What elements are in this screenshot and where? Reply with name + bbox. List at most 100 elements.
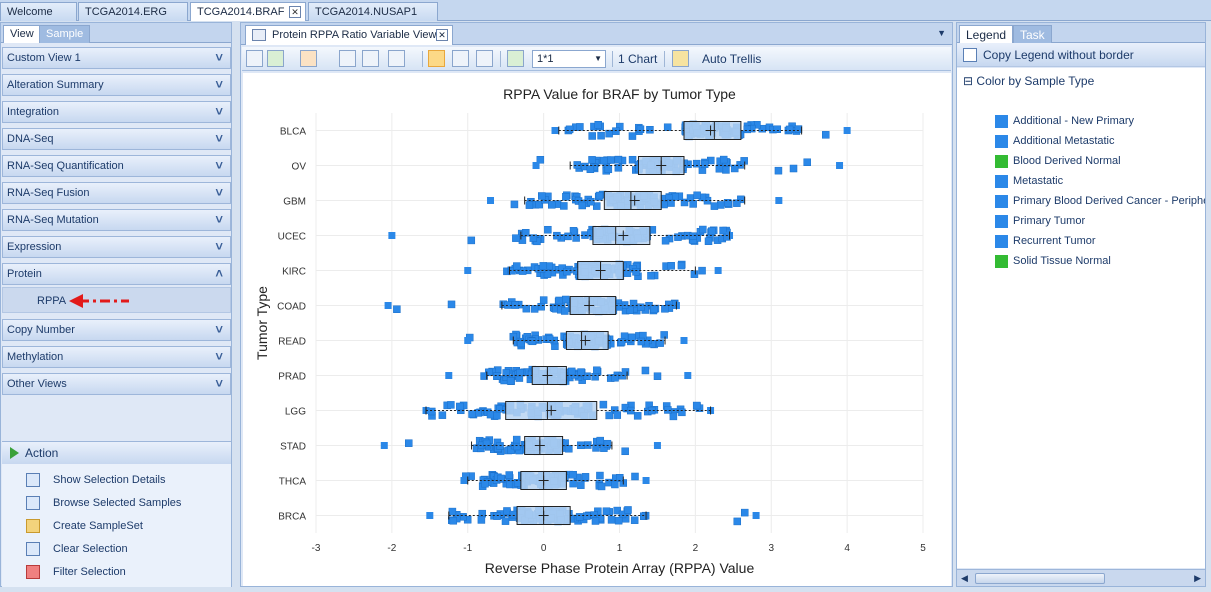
- export-image-icon[interactable]: [300, 50, 317, 67]
- refresh-icon[interactable]: [507, 50, 524, 67]
- action-label: Clear Selection: [53, 543, 128, 555]
- chevron-down-icon[interactable]: ˅: [215, 349, 223, 364]
- lasso-select-icon[interactable]: [452, 50, 469, 67]
- data-point: [467, 236, 476, 245]
- nav-item-dna-seq[interactable]: DNA-Seq ˅: [2, 128, 231, 150]
- box-plot-chart[interactable]: RPPA Value for BRAF by Tumor Type Reverse…: [243, 73, 951, 586]
- dropdown-arrow-icon[interactable]: ▼: [937, 28, 946, 38]
- doc-tab-braf[interactable]: TCGA2014.BRAF ✕: [190, 2, 306, 21]
- nav-item-label: DNA-Seq: [7, 133, 54, 145]
- data-point: [646, 126, 654, 134]
- tab-view[interactable]: View: [3, 25, 41, 43]
- data-point: [715, 165, 724, 173]
- legend-group-title: Color by Sample Type: [976, 74, 1095, 88]
- layout-combo[interactable]: 1*1 ▼: [532, 50, 606, 68]
- close-icon[interactable]: ✕: [289, 6, 301, 18]
- data-point: [628, 155, 637, 164]
- data-point: [611, 480, 619, 489]
- chevron-down-icon[interactable]: ˅: [215, 185, 223, 200]
- data-point: [478, 509, 486, 518]
- data-point: [628, 333, 636, 342]
- chevron-down-icon[interactable]: ˅: [215, 376, 223, 391]
- chart-count-label[interactable]: 1 Chart: [618, 52, 658, 66]
- chevron-up-icon[interactable]: ˄: [215, 266, 223, 281]
- scroll-thumb[interactable]: [975, 573, 1105, 584]
- data-point: [613, 411, 622, 419]
- legend-entry-label: Primary Tumor: [1013, 215, 1086, 227]
- browse-icon: [26, 496, 40, 510]
- scroll-left-icon[interactable]: ◀: [961, 573, 968, 583]
- nav-item-copy-number[interactable]: Copy Number ˅: [2, 319, 231, 341]
- chart-settings-icon[interactable]: [246, 50, 263, 67]
- data-point: [505, 471, 514, 479]
- chart-view-icon: [252, 29, 266, 41]
- data-point: [539, 262, 548, 270]
- export-excel-icon[interactable]: [267, 50, 284, 67]
- rectangle-select-icon[interactable]: [476, 50, 493, 67]
- tab-task[interactable]: Task: [1013, 25, 1052, 43]
- nav-subitem-rppa[interactable]: RPPA: [2, 287, 231, 313]
- chevron-down-icon[interactable]: ˅: [215, 104, 223, 119]
- data-point: [632, 268, 640, 276]
- nav-item-rna-seq-fusion[interactable]: RNA-Seq Fusion ˅: [2, 182, 231, 204]
- copy-legend-button[interactable]: Copy Legend without border: [957, 43, 1205, 67]
- legend-swatch: [995, 235, 1008, 248]
- chevron-down-icon[interactable]: ˅: [215, 212, 223, 227]
- data-point: [607, 516, 616, 524]
- nav-item-other-views[interactable]: Other Views ˅: [2, 373, 231, 395]
- legend-entry-label: Additional - New Primary: [1013, 115, 1135, 127]
- doc-tab-erg[interactable]: TCGA2014.ERG: [78, 2, 188, 21]
- data-point: [692, 401, 701, 410]
- chevron-down-icon[interactable]: ˅: [215, 239, 223, 254]
- print-icon[interactable]: [388, 50, 405, 67]
- toolbar-separator: [612, 51, 613, 67]
- action-title: Action: [25, 446, 59, 460]
- chevron-down-icon[interactable]: ˅: [215, 131, 223, 146]
- nav-item-protein[interactable]: Protein ˄: [2, 263, 231, 285]
- nav-item-rna-seq-mutation[interactable]: RNA-Seq Mutation ˅: [2, 209, 231, 231]
- data-point: [522, 304, 531, 313]
- tab-protein-rppa-view[interactable]: Protein RPPA Ratio Variable View ✕: [245, 25, 453, 45]
- data-point: [674, 233, 682, 241]
- nav-item-methylation[interactable]: Methylation ˅: [2, 346, 231, 368]
- horizontal-scrollbar[interactable]: ◀ ▶: [957, 569, 1205, 586]
- data-point: [447, 300, 456, 309]
- nav-item-rna-seq-quantification[interactable]: RNA-Seq Quantification ˅: [2, 155, 231, 177]
- chevron-down-icon[interactable]: ˅: [215, 77, 223, 92]
- data-point: [493, 512, 501, 520]
- copy-icon[interactable]: [339, 50, 356, 67]
- data-point: [596, 436, 604, 445]
- collapse-icon[interactable]: ⊟: [963, 74, 974, 88]
- pointer-select-icon[interactable]: [428, 50, 445, 67]
- chevron-down-icon[interactable]: ˅: [215, 158, 223, 173]
- data-point: [660, 331, 668, 339]
- legend-entry-label: Recurrent Tumor: [1013, 235, 1096, 247]
- doc-tab-welcome[interactable]: Welcome: [0, 2, 77, 21]
- tab-legend[interactable]: Legend: [959, 25, 1014, 43]
- chevron-down-icon[interactable]: ˅: [215, 50, 223, 65]
- doc-tab-nusap1[interactable]: TCGA2014.NUSAP1: [308, 2, 438, 21]
- lock-icon[interactable]: [672, 50, 689, 67]
- save-icon[interactable]: [362, 50, 379, 67]
- data-point: [602, 507, 611, 515]
- data-point: [583, 372, 591, 380]
- data-point: [563, 267, 571, 276]
- chevron-down-icon[interactable]: ˅: [215, 322, 223, 337]
- auto-trellis-button[interactable]: Auto Trellis: [702, 52, 762, 66]
- nav-item-integration[interactable]: Integration ˅: [2, 101, 231, 123]
- nav-item-expression[interactable]: Expression ˅: [2, 236, 231, 258]
- close-icon[interactable]: ✕: [436, 29, 448, 41]
- tab-sample[interactable]: Sample: [39, 25, 91, 43]
- nav-item-custom-view-1[interactable]: Custom View 1 ˅: [2, 47, 231, 69]
- left-navigation-pane: View Sample Custom View 1 ˅ Alteration Sum…: [0, 22, 232, 587]
- scroll-right-icon[interactable]: ▶: [1194, 573, 1201, 583]
- legend-group[interactable]: ⊟ Color by Sample Type: [963, 74, 1094, 88]
- y-tick-label: COAD: [277, 302, 306, 313]
- data-point: [704, 237, 713, 245]
- nav-item-alteration-summary[interactable]: Alteration Summary ˅: [2, 74, 231, 96]
- data-point: [567, 367, 576, 376]
- data-point: [605, 129, 613, 138]
- chart-area[interactable]: RPPA Value for BRAF by Tumor Type Reverse…: [243, 73, 951, 586]
- legend-swatch: [995, 215, 1008, 228]
- outlier-point: [551, 127, 559, 134]
